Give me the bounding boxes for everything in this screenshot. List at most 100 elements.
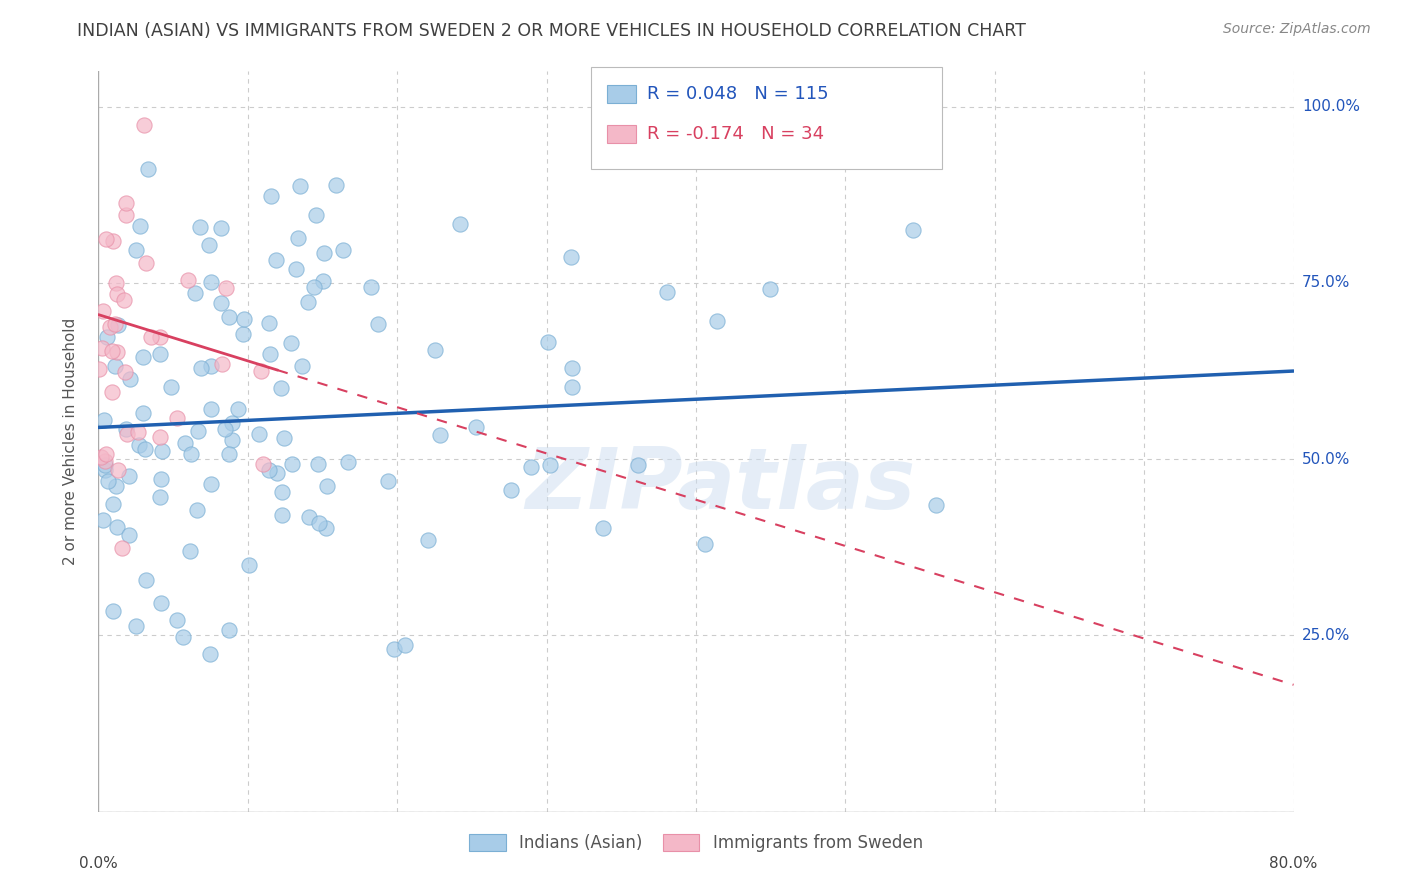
Point [291,359,314,374]
Point [538,458,561,473]
Point [101,344,124,359]
Point [655,285,678,300]
Point [128,219,150,233]
Point [105,345,128,359]
Point [312,273,335,287]
Point [560,250,582,264]
Point [101,234,124,248]
Point [200,359,222,374]
Point [177,273,200,287]
Point [115,208,138,222]
Point [315,520,337,534]
Point [159,380,181,394]
Point [111,541,134,556]
Point [179,544,201,558]
Text: 50.0%: 50.0% [1302,451,1350,467]
Point [394,638,416,652]
Point [91,341,114,355]
Point [280,335,302,350]
Point [465,420,488,434]
Point [90,450,112,465]
Point [271,508,294,522]
Point [252,457,274,471]
Point [304,279,326,293]
Point [706,314,728,328]
Point [418,533,440,547]
Point [218,447,240,461]
Legend: Indians (Asian), Immigrants from Sweden: Indians (Asian), Immigrants from Sweden [463,828,929,859]
Point [247,427,270,442]
Point [221,433,243,447]
Point [166,411,188,425]
Point [288,178,311,193]
Point [114,365,136,379]
Point [200,275,222,289]
Point [91,304,114,318]
Point [105,276,128,290]
Text: ZIPatlas: ZIPatlas [524,444,915,527]
Point [149,430,172,444]
Point [273,431,295,445]
Point [127,425,149,440]
Point [232,327,254,342]
Point [94,458,117,472]
Text: R = 0.048   N = 115: R = 0.048 N = 115 [647,85,828,103]
Point [367,317,389,331]
Point [105,286,128,301]
Point [536,334,558,349]
Point [297,294,319,309]
Point [120,372,142,386]
Text: 80.0%: 80.0% [1270,856,1317,871]
Text: 75.0%: 75.0% [1302,276,1350,291]
Point [198,237,221,252]
Point [125,244,148,258]
Point [308,516,330,531]
Point [501,483,523,498]
Point [561,380,583,394]
Point [186,503,208,517]
Point [270,484,292,499]
Point [150,444,173,458]
Point [190,220,212,235]
Point [688,118,710,132]
Point [215,281,238,295]
Point [149,490,172,504]
Point [287,231,309,245]
Point [105,479,128,493]
Point [200,401,222,416]
Point [96,447,118,461]
Point [97,475,120,489]
Point [107,318,129,333]
Point [257,463,280,477]
Point [134,442,156,456]
Point [759,281,782,295]
Point [101,604,124,618]
Point [924,499,946,513]
Point [94,463,117,477]
Point [218,310,240,325]
Point [314,245,336,260]
Point [89,362,111,376]
Point [285,262,308,277]
Point [307,457,329,471]
Point [149,596,172,610]
Point [218,623,240,637]
Point [117,528,139,542]
Point [214,422,236,436]
Point [94,232,117,246]
Point [124,618,146,632]
Point [325,178,347,193]
Point [332,243,354,257]
Point [449,217,471,231]
Point [112,293,135,308]
Point [257,316,280,330]
Point [264,253,287,268]
Point [98,319,121,334]
Y-axis label: 2 or more Vehicles in Household: 2 or more Vehicles in Household [63,318,77,566]
Point [377,475,399,489]
Point [592,521,614,535]
Point [93,413,115,427]
Point [96,330,118,344]
Point [190,361,212,376]
Point [132,118,155,132]
